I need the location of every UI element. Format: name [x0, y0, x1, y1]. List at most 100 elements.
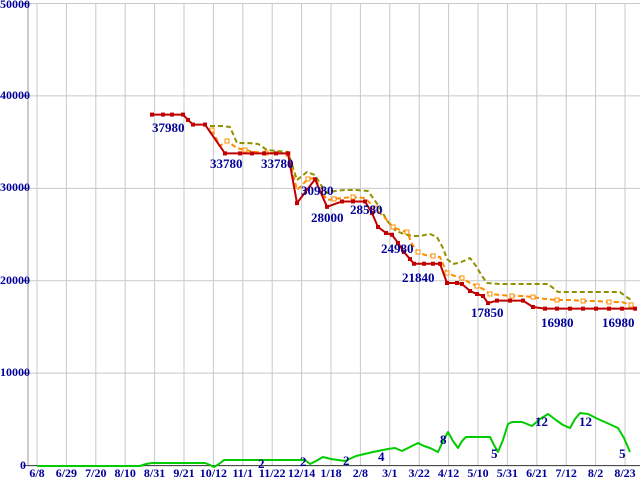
series-line-shop-count [37, 412, 631, 468]
value-label-lowest-price: 28000 [311, 210, 344, 225]
marker-lowest-price [531, 305, 535, 310]
x-tick-label: 11/22 [258, 466, 286, 480]
value-label-shop-count: 12 [535, 414, 548, 429]
marker-lowest-price [186, 117, 190, 122]
y-tick-label: 20000 [0, 272, 30, 287]
value-label-lowest-price: 33780 [210, 156, 243, 171]
x-tick-label: 6/21 [526, 466, 548, 480]
marker-average-price [390, 224, 396, 230]
x-tick-label: 2/8 [352, 466, 369, 480]
marker-average-price [444, 270, 450, 276]
x-tick-label: 11/1 [232, 466, 254, 480]
marker-average-price [415, 249, 421, 255]
x-tick-label: 12/14 [287, 466, 316, 480]
marker-lowest-price [422, 261, 426, 266]
marker-lowest-price [295, 201, 299, 206]
marker-average-price [509, 293, 515, 299]
value-label-shop-count: 5 [491, 446, 498, 461]
marker-lowest-price [313, 177, 317, 182]
marker-lowest-price [170, 112, 174, 117]
x-tick-label: 3/22 [408, 466, 430, 480]
marker-average-price [331, 196, 337, 202]
value-label-lowest-price: 28580 [350, 202, 383, 217]
value-label-lowest-price: 16980 [602, 315, 635, 330]
x-tick-label: 1/18 [320, 466, 342, 480]
marker-lowest-price [250, 151, 254, 156]
x-tick-label: 10/12 [199, 466, 228, 480]
marker-average-price [487, 291, 493, 297]
value-label-lowest-price: 30980 [301, 183, 334, 198]
series-line-lowest-price [152, 113, 635, 310]
marker-lowest-price [521, 298, 525, 303]
marker-lowest-price [408, 257, 412, 262]
x-tick-label: 5/31 [496, 466, 519, 480]
value-label-lowest-price: 16980 [541, 315, 574, 330]
marker-lowest-price [460, 281, 464, 286]
marker-lowest-price [594, 306, 598, 311]
marker-average-price [224, 138, 230, 144]
marker-lowest-price [223, 151, 227, 156]
value-label-shop-count: 2 [343, 453, 350, 468]
marker-lowest-price [445, 280, 449, 285]
marker-lowest-price [555, 306, 559, 311]
marker-lowest-price [486, 301, 490, 306]
value-label-shop-count: 5 [619, 446, 626, 461]
marker-lowest-price [581, 306, 585, 311]
marker-average-price [242, 147, 248, 153]
marker-lowest-price [455, 280, 459, 285]
marker-lowest-price [274, 151, 278, 156]
marker-average-price [350, 194, 356, 200]
x-tick-label: 9/21 [173, 466, 195, 480]
marker-lowest-price [325, 204, 329, 209]
value-label-shop-count: 2 [258, 456, 265, 471]
y-tick-label: 40000 [0, 87, 30, 102]
marker-average-price [430, 253, 436, 259]
marker-lowest-price [181, 112, 185, 117]
x-tick-label: 7/20 [85, 466, 107, 480]
marker-lowest-price [633, 306, 637, 311]
marker-lowest-price [286, 151, 290, 156]
marker-lowest-price [620, 306, 624, 311]
x-tick-label: 8/31 [143, 466, 166, 480]
x-tick-label: 8/23 [614, 466, 636, 480]
series-line-average-price [211, 129, 632, 306]
marker-lowest-price [396, 240, 400, 245]
marker-average-price [305, 176, 311, 182]
value-label-shop-count: 2 [300, 454, 307, 469]
x-tick-label: 4/12 [437, 466, 460, 480]
marker-average-price [580, 298, 586, 304]
marker-lowest-price [431, 261, 435, 266]
marker-lowest-price [495, 298, 499, 303]
value-label-lowest-price: 33780 [261, 156, 294, 171]
x-tick-label: 6/8 [29, 466, 45, 480]
x-tick-label: 8/2 [587, 466, 604, 480]
marker-average-price [372, 205, 378, 211]
marker-lowest-price [262, 151, 266, 156]
marker-lowest-price [238, 151, 242, 156]
x-tick-label: 6/29 [55, 466, 78, 480]
marker-lowest-price [607, 306, 611, 311]
marker-lowest-price [390, 232, 394, 237]
marker-lowest-price [203, 122, 207, 127]
marker-lowest-price [508, 298, 512, 303]
marker-lowest-price [370, 211, 374, 216]
marker-lowest-price [150, 112, 154, 117]
x-tick-label: 7/12 [555, 466, 577, 480]
marker-average-price [554, 297, 560, 303]
value-label-shop-count: 8 [440, 432, 447, 447]
marker-average-price [459, 275, 465, 281]
marker-lowest-price [543, 306, 547, 311]
x-tick-label: 5/10 [467, 466, 489, 480]
y-tick-label: 10000 [0, 365, 30, 380]
marker-average-price [404, 229, 410, 235]
value-label-shop-count: 4 [378, 449, 385, 464]
marker-lowest-price [438, 261, 442, 266]
marker-lowest-price [412, 261, 416, 266]
marker-lowest-price [468, 289, 472, 294]
marker-lowest-price [351, 199, 355, 204]
value-label-lowest-price: 37980 [152, 120, 185, 135]
marker-lowest-price [402, 250, 406, 255]
marker-lowest-price [363, 199, 367, 204]
